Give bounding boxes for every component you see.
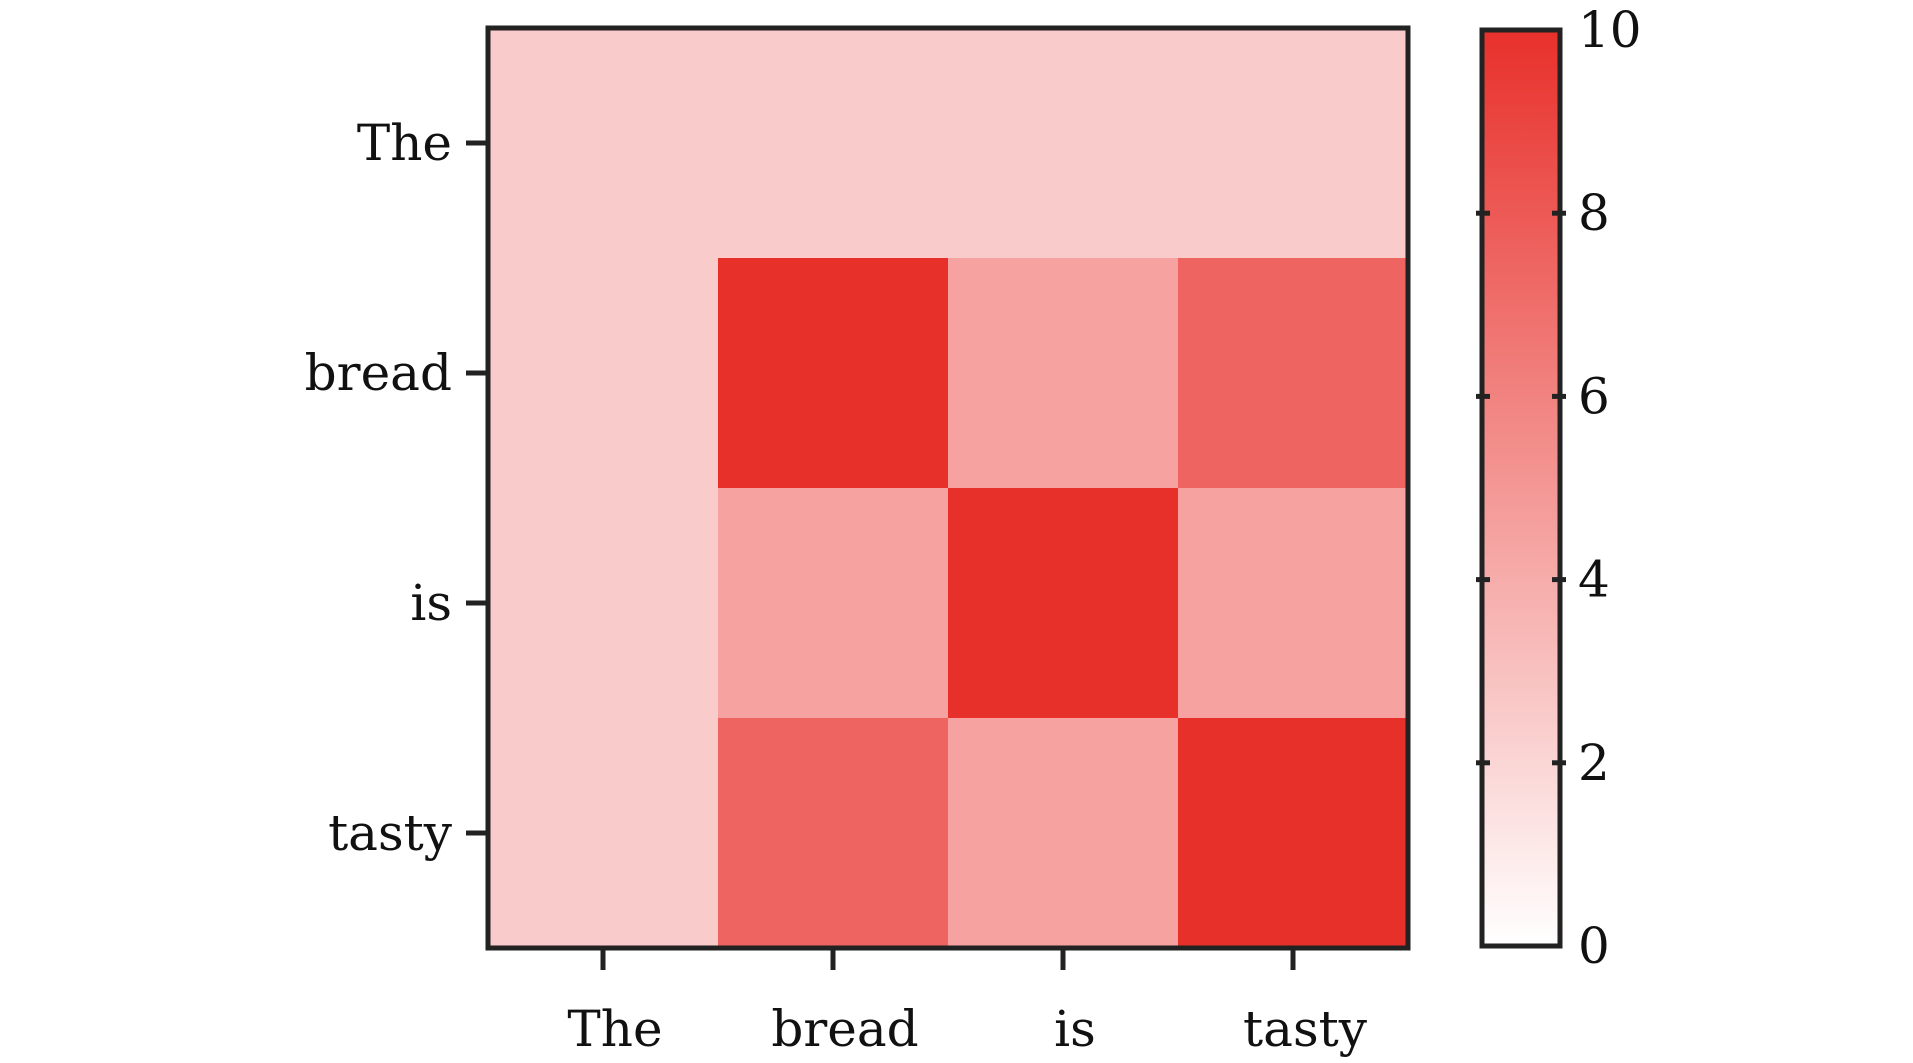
heatmap-cell-tasty-tasty	[1178, 718, 1409, 949]
y-axis: The bread is tasty	[305, 114, 488, 862]
colorbar	[1479, 27, 1563, 949]
plot-frame	[485, 25, 1411, 951]
heatmap-cell-bread-The	[488, 258, 719, 489]
x-axis: The bread is tasty	[567, 948, 1368, 1058]
heatmap-cell-The-bread	[718, 28, 949, 259]
heatmap-cell-is-bread	[718, 488, 949, 719]
heatmap-cell-tasty-is	[948, 718, 1179, 949]
colorbar-axis: 0 2 4 6 8 10	[1476, 1, 1642, 975]
colorbar-tick-label-3: 6	[1578, 367, 1610, 425]
y-tick-label-1: bread	[305, 344, 452, 402]
heatmap-cells	[488, 28, 1409, 949]
heatmap-cell-The-is	[948, 28, 1179, 259]
heatmap-cell-tasty-bread	[718, 718, 949, 949]
x-tick-label-2: is	[1054, 1000, 1096, 1058]
y-tick-label-0: The	[357, 114, 452, 172]
x-tick-label-3: tasty	[1243, 1000, 1368, 1058]
heatmap-cell-is-tasty	[1178, 488, 1409, 719]
heatmap-cell-The-tasty	[1178, 28, 1409, 259]
heatmap-cell-The-The	[488, 28, 719, 259]
y-tick-label-2: is	[410, 574, 452, 632]
heatmap-cell-bread-is	[948, 258, 1179, 489]
heatmap-cell-is-is	[948, 488, 1179, 719]
heatmap-cell-bread-bread	[718, 258, 949, 489]
colorbar-tick-label-2: 4	[1578, 551, 1610, 609]
colorbar-tick-label-5: 10	[1578, 1, 1642, 59]
heatmap-cell-is-The	[488, 488, 719, 719]
x-tick-label-0: The	[567, 1000, 662, 1058]
colorbar-tick-label-4: 8	[1578, 184, 1610, 242]
y-tick-label-3: tasty	[328, 804, 453, 862]
heatmap-cell-bread-tasty	[1178, 258, 1409, 489]
colorbar-tick-label-1: 2	[1578, 734, 1610, 792]
heatmap-cell-tasty-The	[488, 718, 719, 949]
colorbar-tick-label-0: 0	[1578, 917, 1610, 975]
x-tick-label-1: bread	[771, 1000, 918, 1058]
